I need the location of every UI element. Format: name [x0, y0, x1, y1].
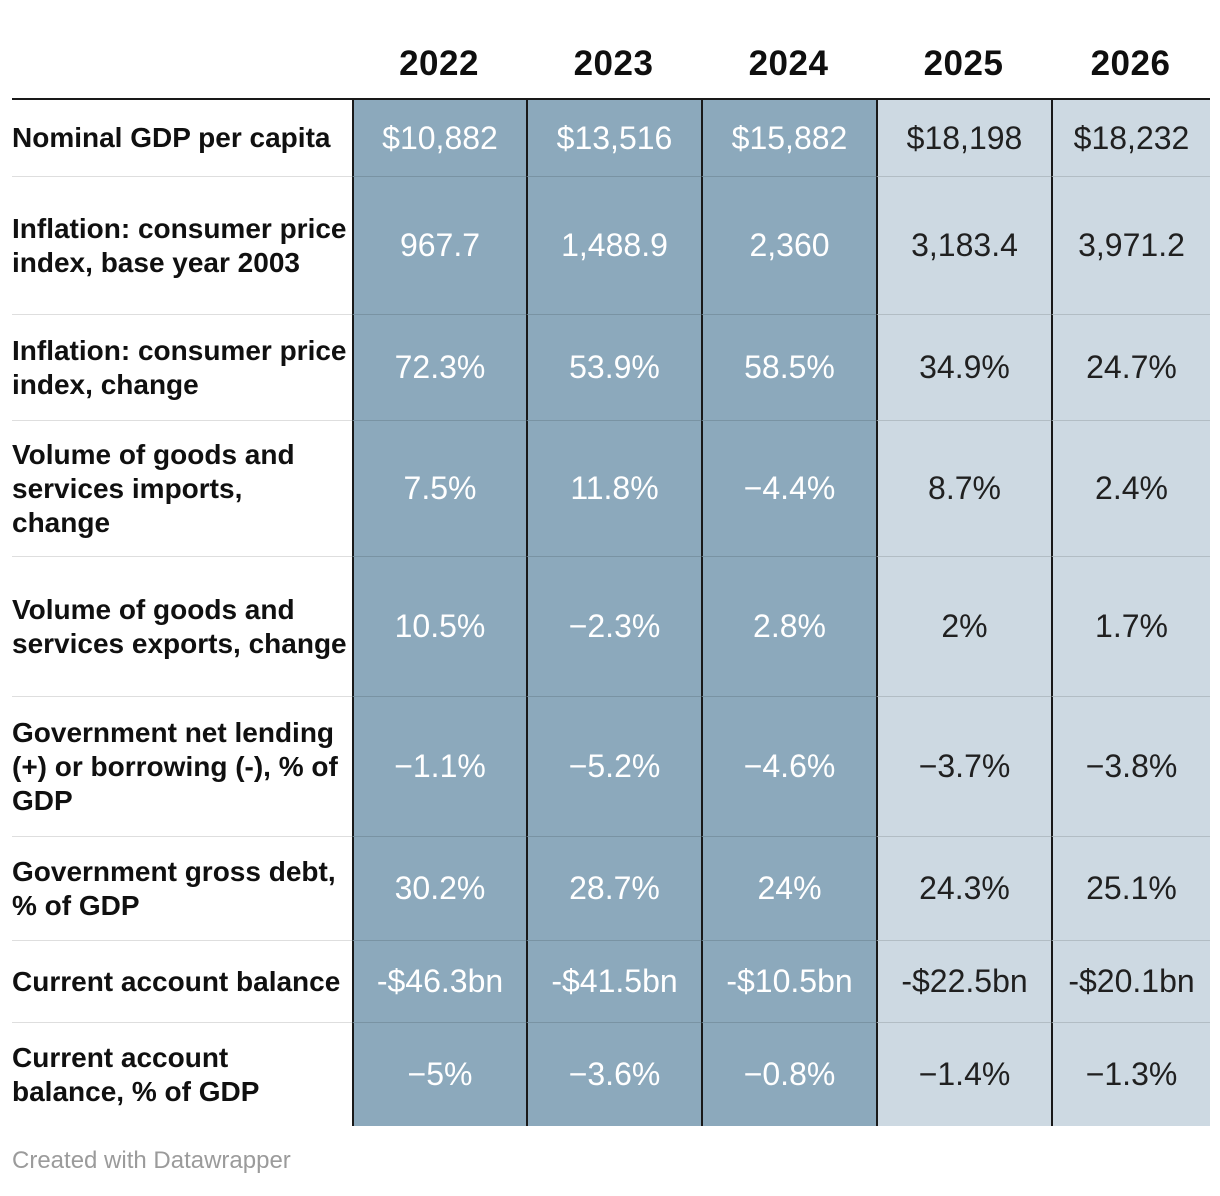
column-header-2025: 2025 — [876, 0, 1051, 100]
table-cell: −4.4% — [701, 420, 876, 556]
table-cell: $15,882 — [701, 100, 876, 176]
table-cell: -$41.5bn — [526, 940, 701, 1022]
row-label: Volume of goods and services imports, ch… — [12, 420, 352, 556]
table-cell: $13,516 — [526, 100, 701, 176]
table-cell: 11.8% — [526, 420, 701, 556]
table-cell: 24.3% — [876, 836, 1051, 940]
table-cell: 3,971.2 — [1051, 176, 1210, 314]
table-cell: 3,183.4 — [876, 176, 1051, 314]
row-label: Inflation: consumer price index, change — [12, 314, 352, 420]
attribution-bar: Created with Datawrapper — [12, 1126, 1220, 1196]
row-label: Government gross debt, % of GDP — [12, 836, 352, 940]
table-cell: 24% — [701, 836, 876, 940]
row-label: Nominal GDP per capita — [12, 100, 352, 176]
table-cell: −3.6% — [526, 1022, 701, 1126]
table-cell: 1.7% — [1051, 556, 1210, 696]
table-cell: −4.6% — [701, 696, 876, 836]
table-cell: 1,488.9 — [526, 176, 701, 314]
table-cell: 30.2% — [352, 836, 526, 940]
column-header-2026: 2026 — [1051, 0, 1210, 100]
table-cell: -$10.5bn — [701, 940, 876, 1022]
table-cell: $10,882 — [352, 100, 526, 176]
table-cell: −1.4% — [876, 1022, 1051, 1126]
table-cell: $18,232 — [1051, 100, 1210, 176]
table-cell: −5% — [352, 1022, 526, 1126]
economic-indicators-table: 2022 2023 2024 2025 2026 Nominal GDP per capi… — [12, 0, 1210, 1126]
table-cell: -$46.3bn — [352, 940, 526, 1022]
row-label: Inflation: consumer price index, base ye… — [12, 176, 352, 314]
column-header-2024: 2024 — [701, 0, 876, 100]
table-cell: 2.8% — [701, 556, 876, 696]
row-label: Government net lending (+) or borrowing … — [12, 696, 352, 836]
table-cell: 967.7 — [352, 176, 526, 314]
table-cell: 2.4% — [1051, 420, 1210, 556]
table-cell: −0.8% — [701, 1022, 876, 1126]
table-cell: 10.5% — [352, 556, 526, 696]
table-cell: −2.3% — [526, 556, 701, 696]
table-cell: 34.9% — [876, 314, 1051, 420]
row-label: Current account balance, % of GDP — [12, 1022, 352, 1126]
table-cell: 28.7% — [526, 836, 701, 940]
table-cell: −3.8% — [1051, 696, 1210, 836]
row-label: Volume of goods and services exports, ch… — [12, 556, 352, 696]
table-cell: 8.7% — [876, 420, 1051, 556]
table-cell: 7.5% — [352, 420, 526, 556]
table-cell: $18,198 — [876, 100, 1051, 176]
table-cell: 53.9% — [526, 314, 701, 420]
table-cell: −3.7% — [876, 696, 1051, 836]
table-cell: −5.2% — [526, 696, 701, 836]
table-cell: −1.3% — [1051, 1022, 1210, 1126]
column-header-2023: 2023 — [526, 0, 701, 100]
row-label: Current account balance — [12, 940, 352, 1022]
table-corner-cell — [12, 0, 352, 100]
table-cell: 72.3% — [352, 314, 526, 420]
table-cell: 25.1% — [1051, 836, 1210, 940]
datawrapper-credit-link[interactable]: Created with Datawrapper — [12, 1147, 291, 1174]
table-cell: 24.7% — [1051, 314, 1210, 420]
table-cell: −1.1% — [352, 696, 526, 836]
table-cell: 2% — [876, 556, 1051, 696]
table-cell: 2,360 — [701, 176, 876, 314]
table-cell: -$20.1bn — [1051, 940, 1210, 1022]
table-cell: 58.5% — [701, 314, 876, 420]
column-header-2022: 2022 — [352, 0, 526, 100]
table-cell: -$22.5bn — [876, 940, 1051, 1022]
